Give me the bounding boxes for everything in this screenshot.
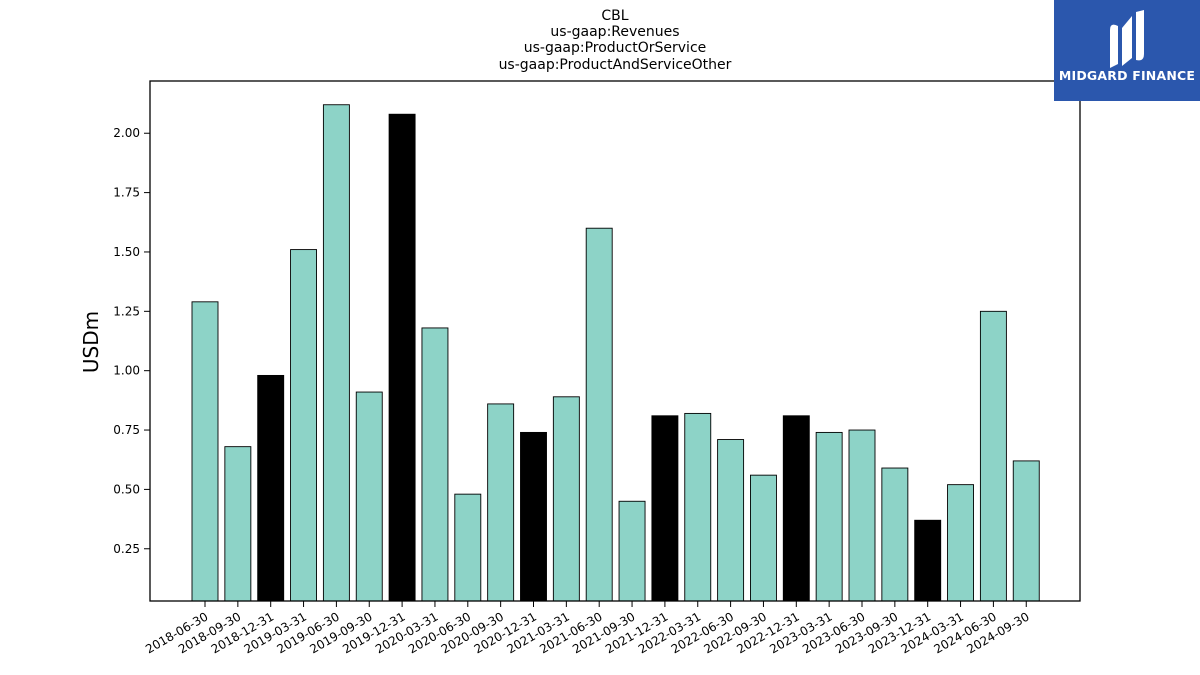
y-tick-label: 1.00 — [113, 364, 140, 378]
bars — [191, 104, 1040, 602]
bar-2023-12-31 — [914, 519, 942, 602]
logo-text: MIDGARD FINANCE — [1058, 68, 1196, 83]
bar-2021-12-31 — [651, 415, 679, 602]
bar-2024-03-31 — [947, 484, 974, 602]
y-tick-label: 1.75 — [113, 186, 140, 200]
logo-mark-icon — [1110, 10, 1144, 69]
bar-2021-06-30 — [585, 227, 613, 602]
y-tick-label: 0.25 — [113, 542, 140, 556]
bar-2024-06-30 — [979, 310, 1007, 602]
bar-2018-12-31 — [257, 374, 285, 602]
y-tick-label: 1.50 — [113, 245, 140, 259]
bar-2019-06-30 — [322, 104, 350, 602]
y-tick-label: 0.50 — [113, 482, 140, 496]
bar-2018-06-30 — [191, 301, 219, 602]
bar-2020-09-30 — [487, 403, 515, 602]
y-tick-label: 1.25 — [113, 304, 140, 318]
bar-2020-06-30 — [454, 493, 482, 602]
bar-2019-09-30 — [355, 391, 383, 602]
title-line-1: CBL — [601, 8, 628, 24]
bar-2019-03-31 — [290, 249, 317, 602]
bar-2022-03-31 — [684, 412, 712, 602]
bar-2021-03-31 — [552, 396, 580, 602]
midgard-finance-logo: MIDGARD FINANCE — [1054, 0, 1200, 101]
title-line-3: us-gaap:ProductOrService — [524, 40, 707, 56]
bar-2022-09-30 — [750, 474, 777, 602]
y-tick-label: 0.75 — [113, 423, 140, 437]
bar-2022-06-30 — [717, 439, 745, 602]
y-axis-label: USDm — [79, 311, 103, 373]
plot-frame — [149, 80, 1081, 602]
bar-2023-06-30 — [848, 429, 876, 602]
chart-title: CBL us-gaap:Revenues us-gaap:ProductOrSe… — [499, 8, 732, 73]
title-line-4: us-gaap:ProductAndServiceOther — [499, 57, 732, 73]
bar-2023-03-31 — [815, 431, 843, 602]
bar-2024-09-30 — [1012, 460, 1040, 602]
title-line-2: us-gaap:Revenues — [550, 24, 679, 40]
bar-2020-03-31 — [421, 327, 449, 602]
bar-2018-09-30 — [224, 446, 252, 602]
bar-2020-12-31 — [520, 431, 547, 602]
bar-2023-09-30 — [881, 467, 909, 602]
bar-2019-12-31 — [388, 113, 416, 602]
bar-2021-09-30 — [618, 500, 646, 602]
x-axis: 2018-06-302018-09-302018-12-312019-03-31… — [143, 601, 1032, 656]
y-tick-label: 2.00 — [113, 126, 140, 140]
bar-2022-12-31 — [782, 415, 810, 602]
y-axis: 0.25 0.50 0.75 1.00 1.25 1.50 1.75 2.00 — [113, 126, 150, 556]
